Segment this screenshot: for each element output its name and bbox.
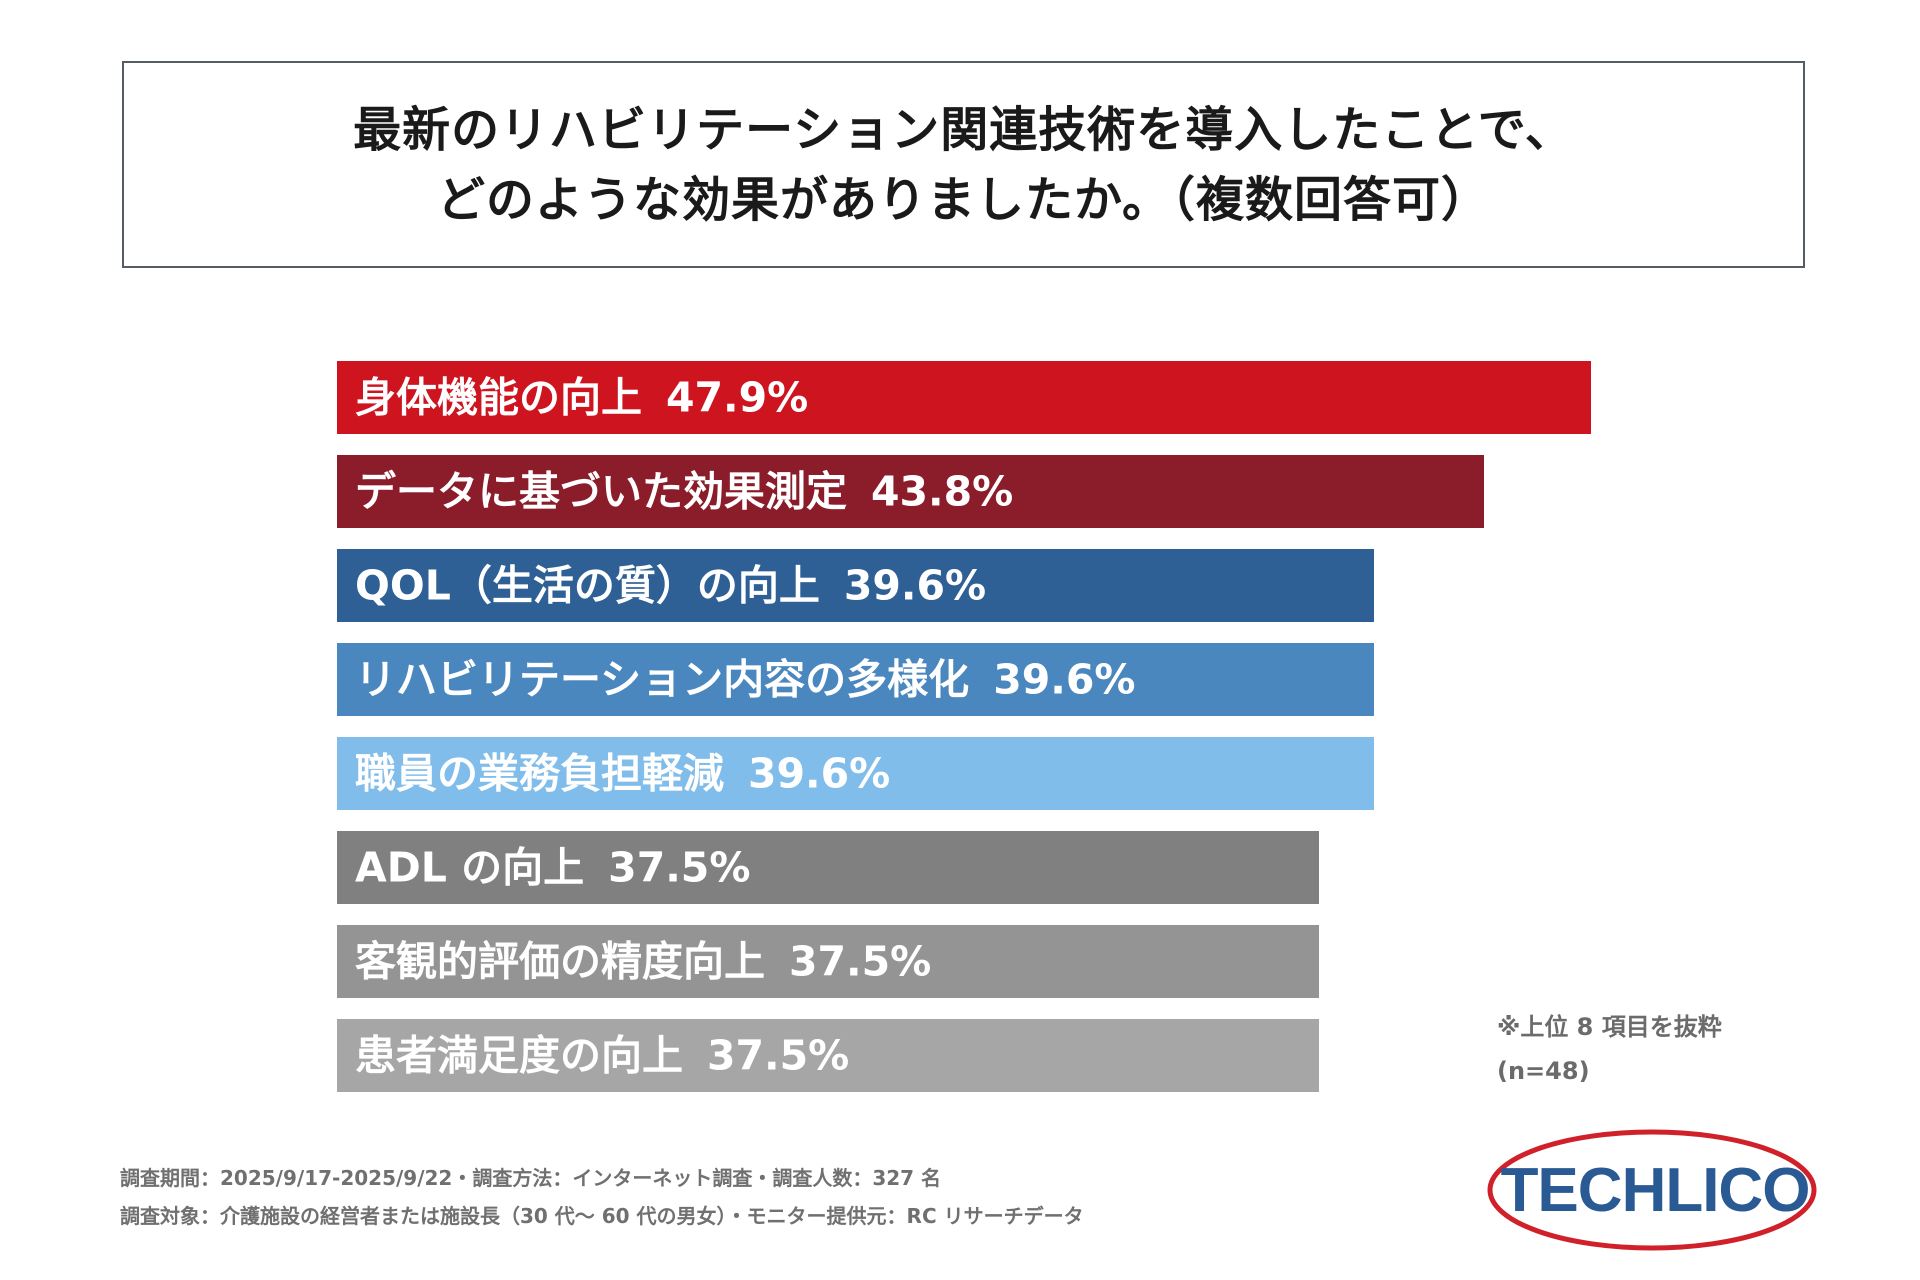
logo-text: TECHLICO [1500,1155,1811,1225]
bar-category-3: QOL（生活の質）の向上 [355,562,820,610]
bar-category-5: 職員の業務負担軽減 [355,750,724,798]
bar-label-2: データに基づいた効果測定 43.8% [355,468,1013,516]
bar-2 [337,455,1484,528]
bar-value-7: 37.5% [789,938,931,986]
bar-label-6: ADL の向上 37.5% [355,844,750,892]
bar-value-2: 43.8% [871,468,1013,516]
bar-label-8: 患者満足度の向上 37.5% [355,1032,849,1080]
bar-value-3: 39.6% [844,562,986,610]
bar-value-8: 37.5% [707,1032,849,1080]
bar-value-6: 37.5% [608,844,750,892]
bar-6 [337,831,1319,904]
bar-category-2: データに基づいた効果測定 [355,468,847,516]
bar-label-3: QOL（生活の質）の向上 39.6% [355,562,986,610]
bar-category-8: 患者満足度の向上 [355,1032,683,1080]
bar-1 [337,361,1591,434]
bar-3 [337,549,1374,622]
techlico-logo: TECHLICO [1460,1120,1820,1260]
title-line-2: どのような効果がありましたか。（複数回答可） [436,171,1491,228]
bar-label-4: リハビリテーション内容の多様化 39.6% [355,656,1135,704]
bar-category-6: ADL の向上 [355,844,584,892]
bar-label-1: 身体機能の向上 47.9% [355,374,808,422]
bar-category-1: 身体機能の向上 [355,374,642,422]
logo-ring-icon [1487,1129,1817,1251]
title-box: 最新のリハビリテーション関連技術を導入したことで、 どのような効果がありましたか… [122,61,1805,268]
bar-label-5: 職員の業務負担軽減 39.6% [355,750,890,798]
bar-5 [337,737,1374,810]
bar-4 [337,643,1374,716]
bar-category-7: 客観的評価の精度向上 [355,938,765,986]
bar-8 [337,1019,1319,1092]
note-sample-size: (n=48) [1497,1057,1590,1085]
bar-7 [337,925,1319,998]
title-line-1: 最新のリハビリテーション関連技術を導入したことで、 [353,101,1574,158]
bar-value-5: 39.6% [748,750,890,798]
footer-survey-target: 調査対象：介護施設の経営者または施設長（30 代～ 60 代の男女）・モニター提… [120,1204,1084,1228]
bar-label-7: 客観的評価の精度向上 37.5% [355,938,931,986]
bar-value-4: 39.6% [993,656,1135,704]
footer-survey-period: 調査期間：2025/9/17-2025/9/22・調査方法：インターネット調査・… [120,1166,942,1190]
bar-value-1: 47.9% [666,374,808,422]
bar-category-4: リハビリテーション内容の多様化 [355,656,969,704]
note-top8: ※上位 8 項目を抜粋 [1497,1013,1722,1041]
